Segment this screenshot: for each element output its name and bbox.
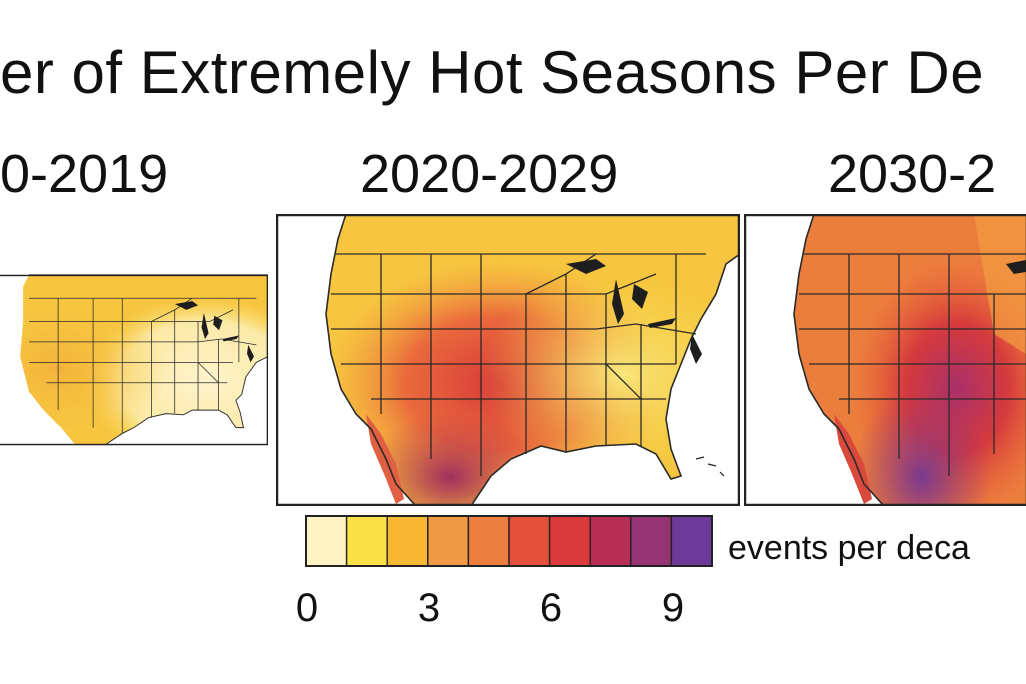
- map-panel-2: [276, 214, 740, 506]
- map-panel-3: [744, 214, 1026, 506]
- legend-tick-6: 6: [539, 586, 563, 630]
- panel-title-3: 2030-2: [828, 144, 997, 204]
- state-borders-3: [793, 214, 1026, 506]
- legend-swatch: [467, 515, 510, 567]
- color-legend: [305, 515, 713, 567]
- legend-swatch: [427, 515, 470, 567]
- legend-units: events per deca: [728, 529, 970, 567]
- legend-tick-0: 0: [295, 586, 319, 630]
- land-3: [794, 214, 1026, 506]
- great-lakes-3: [1006, 260, 1026, 274]
- legend-swatch: [630, 515, 673, 567]
- legend-swatch: [508, 515, 551, 567]
- great-lakes-2: [566, 259, 702, 364]
- legend-swatch: [345, 515, 388, 567]
- panel-title-1: 0-2019: [0, 144, 169, 204]
- legend-swatch: [305, 515, 348, 567]
- legend-swatch: [589, 515, 632, 567]
- panel-title-2: 2020-2029: [360, 144, 619, 204]
- legend-tick-9: 9: [661, 586, 685, 630]
- figure-title: er of Extremely Hot Seasons Per De: [0, 39, 985, 106]
- legend-tick-3: 3: [417, 586, 441, 630]
- state-borders-1: [28, 274, 268, 446]
- legend-frame: [305, 515, 713, 567]
- map-panel-1: [0, 274, 268, 446]
- legend-swatch: [670, 515, 713, 567]
- great-lakes-1: [174, 301, 255, 363]
- land-1: [20, 274, 268, 446]
- legend-swatch: [386, 515, 429, 567]
- islands-2: [695, 456, 725, 477]
- state-borders-2: [325, 214, 740, 506]
- legend-swatch: [548, 515, 591, 567]
